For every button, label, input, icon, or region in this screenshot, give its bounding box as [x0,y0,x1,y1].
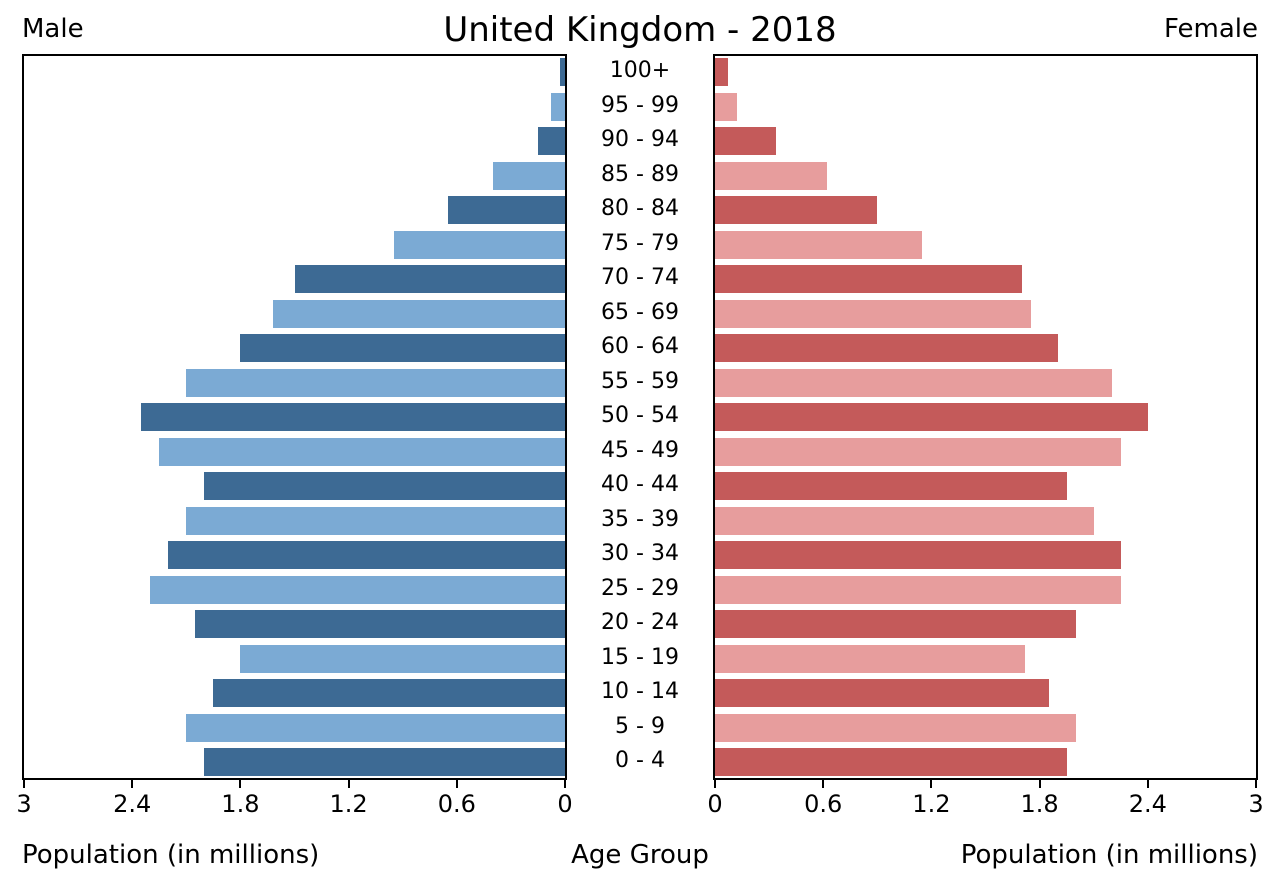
male-label: Male [22,14,84,44]
male-bar [551,93,565,121]
x-tick [239,780,241,788]
age-group-label: 20 - 24 [567,612,713,634]
female-label: Female [1164,14,1258,44]
x-tick [1039,780,1041,788]
male-bar [150,576,565,604]
female-bar [715,576,1121,604]
male-bar [186,507,565,535]
x-tick-label: 0.6 [427,790,487,818]
male-bar [240,334,565,362]
age-group-label: 30 - 34 [567,543,713,565]
female-bar [715,507,1094,535]
x-tick-label: 1.2 [319,790,379,818]
x-tick [348,780,350,788]
age-group-label: 75 - 79 [567,233,713,255]
age-group-label: 100+ [567,60,713,82]
female-bar [715,196,877,224]
age-group-label: 70 - 74 [567,267,713,289]
x-tick-label: 2.4 [1118,790,1178,818]
male-bar [186,714,565,742]
female-bar [715,679,1049,707]
female-bar [715,714,1076,742]
x-tick [23,780,25,788]
female-bar [715,127,776,155]
x-tick-label: 1.8 [1010,790,1070,818]
male-bar [204,748,565,776]
female-bar [715,162,827,190]
age-group-label: 25 - 29 [567,578,713,600]
x-tick [1147,780,1149,788]
age-group-label: 45 - 49 [567,440,713,462]
age-group-label: 10 - 14 [567,681,713,703]
female-bar [715,369,1112,397]
x-tick [930,780,932,788]
x-tick [1255,780,1257,788]
x-tick [822,780,824,788]
chart-title: United Kingdom - 2018 [0,10,1280,50]
x-tick-label: 1.8 [210,790,270,818]
footer-center: Age Group [567,840,713,870]
x-tick-label: 1.2 [901,790,961,818]
population-pyramid-chart: United Kingdom - 2018 Male Female 100+ 95… [0,0,1280,892]
male-bar [168,541,565,569]
male-bar [394,231,565,259]
male-bar [141,403,565,431]
age-group-label: 65 - 69 [567,302,713,324]
male-bar [213,679,565,707]
male-bar [448,196,565,224]
x-tick-label: 0 [535,790,595,818]
x-tick-label: 3 [0,790,54,818]
female-bar [715,265,1022,293]
age-group-label: 60 - 64 [567,336,713,358]
male-bar [186,369,565,397]
age-group-label: 35 - 39 [567,509,713,531]
male-bar [240,645,565,673]
female-bar [715,748,1067,776]
male-bar [538,127,565,155]
male-bar [159,438,565,466]
male-bar [204,472,565,500]
age-group-label: 5 - 9 [567,716,713,738]
age-group-label: 95 - 99 [567,95,713,117]
age-group-label: 80 - 84 [567,198,713,220]
female-bar [715,300,1031,328]
male-bar [273,300,565,328]
female-bar [715,610,1076,638]
age-group-label: 50 - 54 [567,405,713,427]
x-tick [456,780,458,788]
age-group-label: 0 - 4 [567,750,713,772]
footer-left: Population (in millions) [22,840,319,870]
x-tick-label: 0.6 [793,790,853,818]
female-bar [715,403,1148,431]
male-panel [22,54,567,780]
female-bar [715,58,728,86]
footer-right: Population (in millions) [961,840,1258,870]
female-bar [715,541,1121,569]
age-group-label: 90 - 94 [567,129,713,151]
age-group-label: 40 - 44 [567,474,713,496]
age-group-label: 15 - 19 [567,647,713,669]
male-bar [560,58,565,86]
male-bar [493,162,565,190]
female-bar [715,438,1121,466]
x-tick [714,780,716,788]
male-bar [295,265,566,293]
age-group-label: 85 - 89 [567,164,713,186]
x-tick-label: 0 [685,790,745,818]
x-tick-label: 3 [1226,790,1280,818]
x-tick [131,780,133,788]
female-panel [713,54,1258,780]
x-tick [564,780,566,788]
female-bar [715,231,922,259]
female-bar [715,645,1025,673]
male-bar [195,610,565,638]
female-bar [715,472,1067,500]
x-tick-label: 2.4 [102,790,162,818]
female-bar [715,93,737,121]
age-group-column: 100+ 95 - 99 90 - 94 85 - 89 80 - 84 75 - 79 7… [567,54,713,780]
female-bar [715,334,1058,362]
age-group-label: 55 - 59 [567,371,713,393]
